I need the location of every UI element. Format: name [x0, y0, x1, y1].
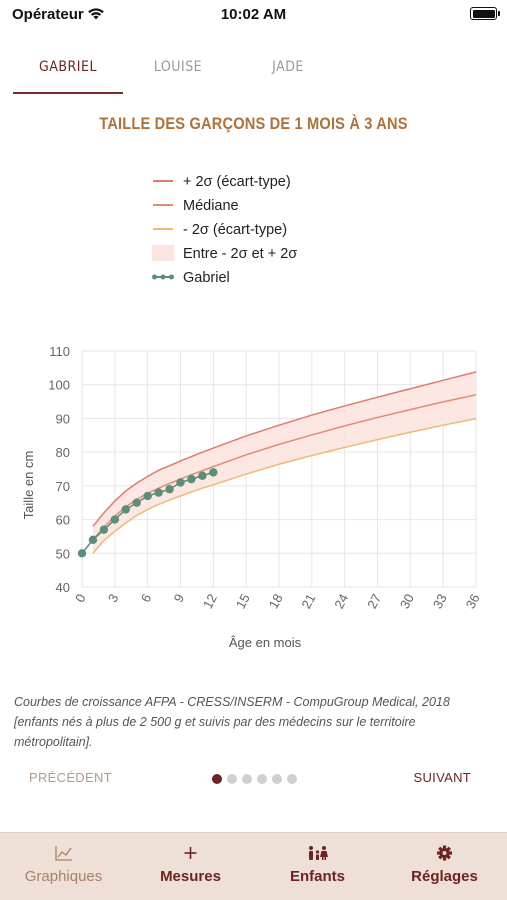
gabriel-point [121, 505, 130, 514]
legend-label: Entre - 2σ et + 2σ [183, 246, 298, 262]
page-dot[interactable] [287, 774, 297, 784]
legend-label: Gabriel [183, 270, 230, 286]
legend-label: - 2σ (écart-type) [183, 222, 288, 238]
x-tick-label: 6 [138, 591, 155, 604]
clock: 10:02 AM [220, 6, 287, 23]
gabriel-point [99, 525, 109, 534]
tab-jade[interactable]: JADE [272, 59, 304, 75]
line-swatch-icon [153, 204, 173, 206]
y-tick-label: 60 [56, 513, 70, 528]
tabbar-label: Réglages [411, 868, 478, 885]
bottom-tab-bar: Graphiques Mesures Enfants [0, 832, 507, 900]
y-tick-label: 90 [56, 411, 70, 426]
tabbar-label: Mesures [160, 868, 221, 885]
x-tick-label: 0 [72, 591, 89, 604]
gabriel-point [209, 468, 218, 477]
gabriel-point [187, 474, 196, 484]
gabriel-point [154, 488, 163, 497]
tabbar-item-mesures[interactable]: Mesures [127, 833, 254, 900]
gabriel-point [165, 485, 174, 494]
y-tick-label: 110 [49, 344, 70, 359]
chart-icon [55, 846, 72, 861]
y-tick-label: 100 [48, 378, 70, 393]
tabbar-item-enfants[interactable]: Enfants [254, 833, 381, 900]
x-tick-label: 9 [171, 591, 188, 604]
x-tick-label: 18 [266, 591, 286, 611]
child-tabs: GABRIEL LOUISE JADE [0, 44, 507, 98]
y-tick-label: 40 [56, 580, 70, 595]
previous-button[interactable]: PRÉCÉDENT [29, 770, 112, 785]
plus-2sigma-line [92, 371, 477, 527]
gear-icon [437, 845, 452, 861]
page-dot[interactable] [272, 774, 282, 784]
page-dot[interactable] [242, 774, 252, 784]
active-tab-indicator [13, 92, 123, 94]
tabbar-item-graphiques[interactable]: Graphiques [0, 833, 127, 900]
gabriel-point [198, 471, 207, 480]
x-tick-label: 3 [105, 591, 122, 604]
page-dot[interactable] [227, 774, 237, 784]
legend-label: + 2σ (écart-type) [183, 174, 291, 190]
chart-pager: PRÉCÉDENT SUIVANT [0, 766, 507, 792]
x-axis-label: Âge en mois [229, 635, 302, 650]
family-icon [309, 846, 328, 860]
gabriel-point [88, 535, 98, 544]
x-tick-label: 33 [430, 591, 450, 611]
gabriel-point [110, 515, 120, 524]
x-tick-label: 24 [331, 591, 351, 611]
x-tick-label: 15 [233, 591, 253, 611]
line-swatch-icon [153, 180, 173, 182]
x-tick-label: 27 [364, 591, 384, 611]
status-bar: Opérateur 10:02 AM [0, 0, 507, 30]
chart-title: TAILLE DES GARÇONS DE 1 MOIS À 3 ANS [99, 114, 408, 133]
battery-icon [470, 7, 500, 20]
y-axis-label: Taille en cm [21, 451, 36, 520]
y-tick-label: 70 [56, 479, 70, 494]
gabriel-point [132, 498, 141, 507]
source-note: Courbes de croissance AFPA - CRESS/INSER… [14, 695, 450, 749]
plus-icon [184, 847, 197, 859]
x-tick-label: 12 [200, 591, 220, 611]
legend-label: Médiane [183, 198, 239, 214]
page-dot[interactable] [257, 774, 267, 784]
tab-gabriel[interactable]: GABRIEL [39, 59, 97, 75]
wifi-icon [88, 8, 104, 20]
y-tick-label: 50 [56, 546, 70, 561]
next-button[interactable]: SUIVANT [413, 770, 471, 785]
x-tick-label: 21 [298, 591, 318, 611]
median-line [92, 394, 477, 541]
x-tick-label: 30 [397, 591, 417, 611]
minus-2sigma-line [92, 418, 477, 554]
gabriel-point [77, 549, 87, 558]
tabbar-label: Graphiques [24, 868, 103, 885]
area-swatch-icon [152, 245, 174, 261]
gabriel-point [176, 478, 185, 487]
dotted-line-swatch-icon [152, 274, 174, 280]
tabbar-item-reglages[interactable]: Réglages [381, 833, 507, 900]
tabbar-label: Enfants [289, 868, 345, 885]
page-dot[interactable] [212, 774, 222, 784]
tab-louise[interactable]: LOUISE [153, 59, 203, 75]
gabriel-point [143, 491, 152, 501]
carrier-label: Opérateur [12, 6, 84, 23]
y-tick-label: 80 [56, 445, 70, 460]
line-swatch-icon [153, 228, 173, 230]
x-tick-label: 36 [463, 591, 483, 611]
